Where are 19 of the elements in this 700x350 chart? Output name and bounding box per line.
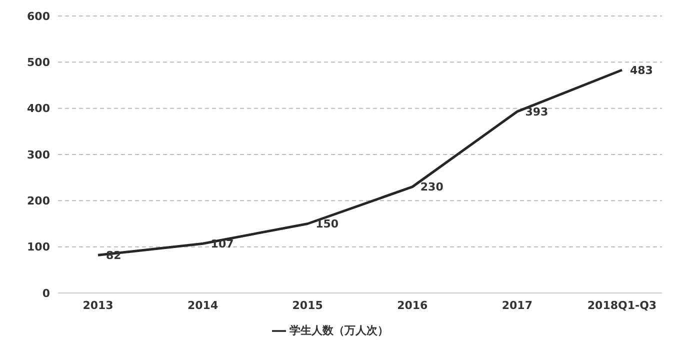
x-tick-label: 2018Q1-Q3 [587, 298, 657, 312]
y-tick-label: 200 [27, 194, 50, 208]
data-label: 150 [316, 218, 339, 231]
x-tick-label: 2015 [292, 298, 323, 312]
data-label: 107 [210, 238, 234, 251]
x-tick-label: 2016 [397, 298, 428, 312]
legend-label: 学生人数（万人次） [290, 324, 388, 337]
y-tick-label: 0 [42, 286, 50, 300]
data-label: 230 [420, 180, 444, 194]
x-tick-label: 2013 [82, 298, 114, 312]
x-tick-label: 2017 [502, 298, 533, 312]
data-label: 393 [525, 105, 548, 118]
data-label: 483 [630, 64, 653, 77]
x-tick-label: 2014 [187, 298, 218, 312]
y-tick-label: 300 [27, 148, 50, 162]
y-tick-label: 500 [27, 56, 50, 70]
y-tick-label: 400 [27, 102, 50, 116]
y-tick-label: 100 [27, 240, 50, 254]
y-tick-label: 600 [27, 10, 50, 23]
